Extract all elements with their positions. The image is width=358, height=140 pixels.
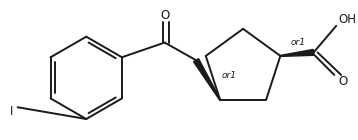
Polygon shape (194, 59, 221, 100)
Text: I: I (10, 105, 14, 118)
Text: or1: or1 (290, 38, 305, 47)
Polygon shape (280, 49, 314, 56)
Text: OH: OH (338, 13, 356, 25)
Text: O: O (160, 9, 169, 22)
Text: O: O (338, 75, 347, 88)
Text: or1: or1 (222, 71, 237, 80)
